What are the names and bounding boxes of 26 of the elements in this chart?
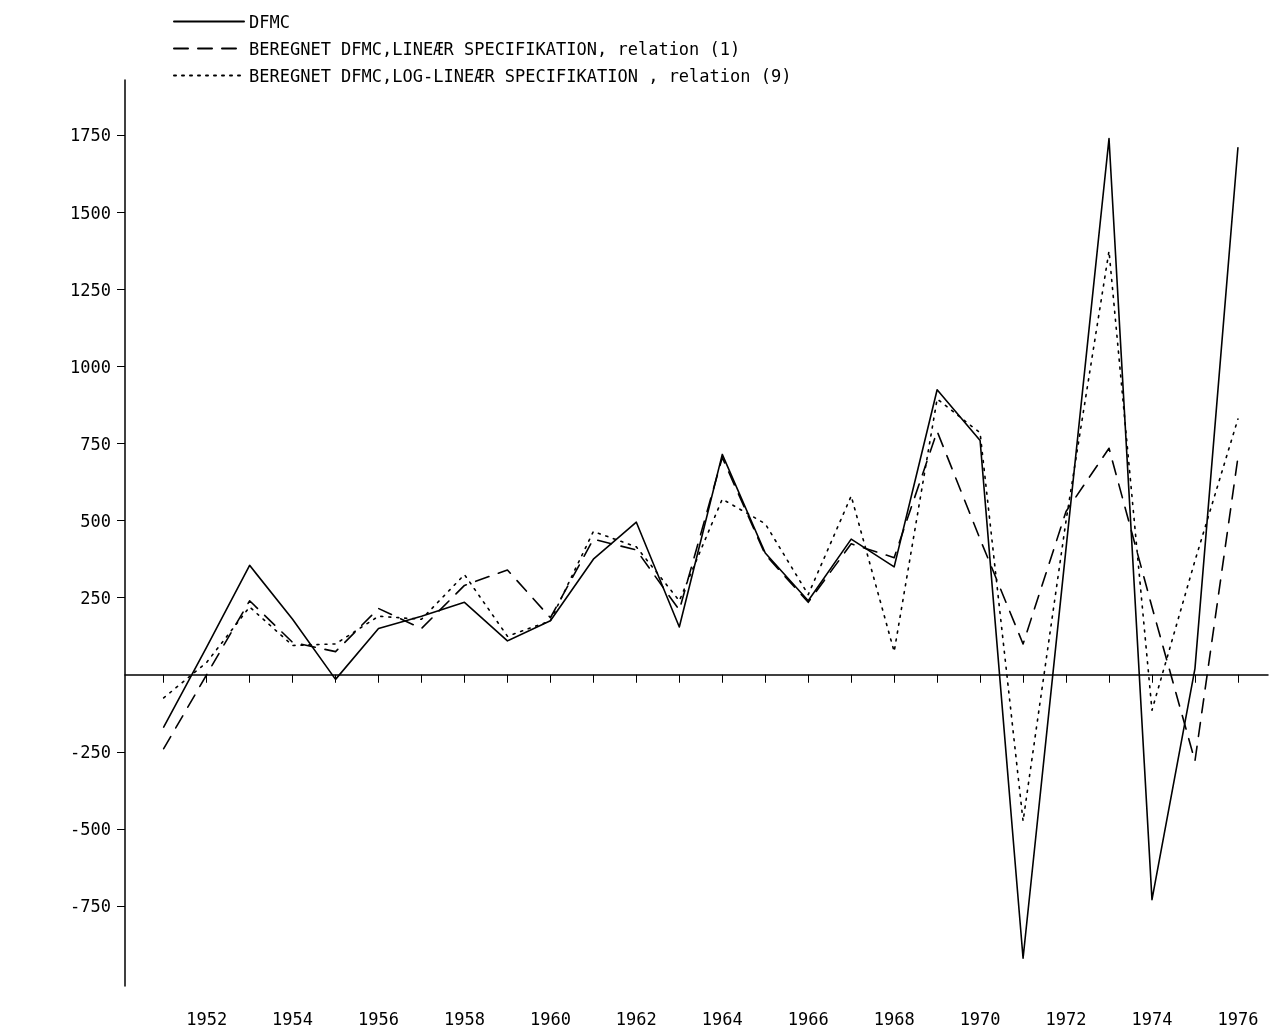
x-tick-label: 1974 <box>1131 1008 1173 1029</box>
y-tick-label: 1250 <box>70 279 111 300</box>
x-tick-label: 1968 <box>873 1008 915 1029</box>
x-tick-label: 1966 <box>787 1008 829 1029</box>
x-tick-label: 1964 <box>701 1008 743 1029</box>
y-tick-label: 1750 <box>70 125 111 146</box>
legend-label: BEREGNET DFMC,LINEÆR SPECIFIKATION, relation (1) <box>249 38 741 59</box>
y-tick-label: 750 <box>80 433 111 454</box>
y-tick-label: 500 <box>80 510 111 531</box>
legend-label: DFMC <box>249 11 290 32</box>
x-tick-label: 1956 <box>358 1008 399 1029</box>
x-tick-label: 1960 <box>529 1008 571 1029</box>
x-tick-label: 1972 <box>1045 1008 1087 1029</box>
x-tick-label: 1954 <box>272 1008 314 1029</box>
x-tick-label: 1958 <box>443 1008 485 1029</box>
x-tick-label: 1952 <box>186 1008 228 1029</box>
x-tick-label: 1976 <box>1217 1008 1259 1029</box>
y-tick-label: -750 <box>70 895 111 916</box>
y-tick-label: 250 <box>80 587 111 608</box>
y-tick-label: 1500 <box>70 202 111 223</box>
legend-label: BEREGNET DFMC,LOG-LINEÆR SPECIFIKATION , relation (9) <box>249 65 792 86</box>
x-tick-label: 1970 <box>959 1008 1001 1029</box>
x-tick-label: 1962 <box>615 1008 657 1029</box>
y-tick-label: 1000 <box>70 356 111 377</box>
y-tick-label: -250 <box>70 741 111 762</box>
y-tick-label: -500 <box>70 818 111 839</box>
